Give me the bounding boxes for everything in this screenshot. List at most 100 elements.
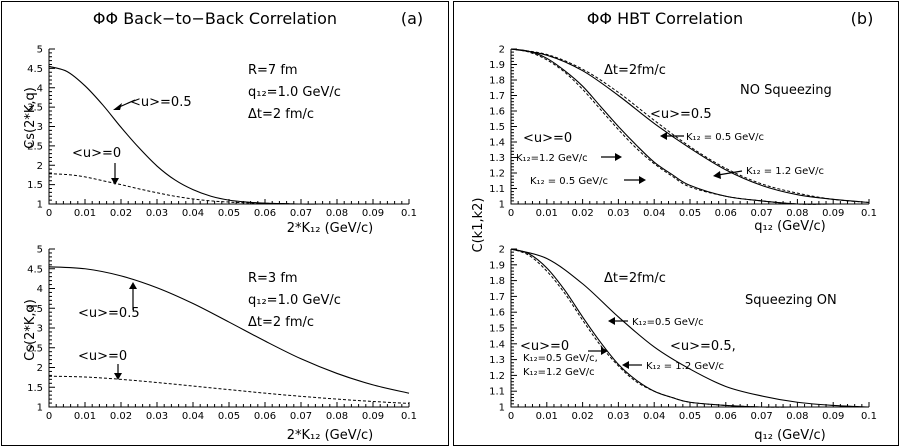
- y-tick-label: 1.8: [489, 276, 505, 287]
- y-tick-label: 2: [499, 45, 505, 56]
- series-line-dashed: [48, 375, 410, 404]
- x-tick-label: 0.03: [607, 411, 629, 422]
- y-tick-label: 1.2: [489, 371, 505, 382]
- x-tick-label: 0.01: [536, 411, 558, 422]
- left-panel-tag: (a): [401, 9, 423, 28]
- x-tick-label: 0.02: [571, 411, 593, 422]
- x-tick-label: 0.06: [715, 208, 737, 219]
- x-tick-label: 0: [46, 208, 52, 219]
- a-top-xlabel: 2*K₁₂ (GeV/c): [287, 221, 374, 236]
- x-tick-label: 0.1: [401, 208, 417, 219]
- y-tick-label: 1.7: [489, 91, 505, 102]
- x-tick-label: 0.04: [182, 411, 204, 422]
- x-tick-label: 0.05: [679, 411, 701, 422]
- b-top-xlabel: q₁₂ (GeV/c): [754, 219, 825, 234]
- axes: [48, 49, 409, 205]
- x-tick-label: 0.02: [110, 208, 132, 219]
- x-tick-label: 0.08: [786, 411, 808, 422]
- x-tick-label: 0.03: [146, 208, 168, 219]
- y-tick-label: 1.4: [489, 339, 505, 350]
- b-top-param-dt: Δt=2fm/c: [604, 63, 666, 78]
- y-tick-label: 1.9: [489, 260, 505, 271]
- x-tick-label: 0.08: [786, 208, 808, 219]
- x-tick-label: 0.05: [218, 208, 240, 219]
- b-bottom-param-dt: Δt=2fm/c: [604, 271, 666, 286]
- x-tick-label: 0.07: [290, 208, 312, 219]
- b-bottom-label-u0: <u>=0: [520, 339, 569, 354]
- a-top-ylabel: Cs(2*K,q): [23, 87, 38, 149]
- x-tick-label: 0.07: [750, 411, 772, 422]
- b-bottom-param-squeeze: Squeezing ON: [745, 293, 837, 308]
- y-tick-label: 1.1: [489, 387, 505, 398]
- a-bottom-param-q: q₁₂=1.0 GeV/c: [248, 293, 341, 308]
- y-tick-label: 1: [499, 403, 505, 414]
- x-tick-label: 0.07: [750, 208, 772, 219]
- y-tick-label: 4.5: [27, 64, 43, 75]
- b-top-label-u0: <u>=0: [523, 131, 572, 146]
- axes: [48, 249, 409, 408]
- a-bottom-ylabel: Cs(2*K,q): [23, 299, 38, 361]
- b-top-label-k05-outer: K₁₂ = 0.5 GeV/c: [686, 132, 764, 143]
- left-panel-title: ΦΦ Back−to−Back Correlation: [93, 9, 337, 28]
- b-bottom-arrows: [588, 317, 642, 369]
- a-top-param-r: R=7 fm: [248, 63, 298, 78]
- b-top-label-k12-outer: K₁₂ = 1.2 GeV/c: [746, 166, 824, 177]
- y-tick-label: 1.6: [489, 107, 505, 118]
- a-bottom-arrow-u05: [129, 282, 137, 310]
- y-tick-label: 1.4: [489, 138, 505, 149]
- x-tick-label: 0.02: [110, 411, 132, 422]
- series-line-dashed: [510, 248, 869, 408]
- x-tick-label: 0.01: [536, 208, 558, 219]
- series-line-solid: [510, 248, 869, 408]
- a-bottom-arrow-u0: [114, 364, 122, 380]
- b-top-label-u05: <u>=0.5: [650, 107, 712, 122]
- x-tick-label: 0.06: [254, 208, 276, 219]
- x-tick-label: 0.1: [861, 208, 877, 219]
- left-figure-frame: [1, 1, 449, 446]
- y-tick-label: 5: [37, 245, 43, 256]
- x-tick-label: 0.01: [74, 208, 96, 219]
- series-line-dashed: [510, 48, 869, 205]
- y-tick-label: 1: [37, 200, 43, 211]
- a-bottom-label-u05: <u>=0.5: [78, 306, 140, 321]
- series-line-solid: [48, 266, 410, 394]
- b-top-label-k05-inner: K₁₂ = 0.5 GeV/c: [530, 176, 608, 187]
- series-line-solid: [48, 65, 409, 205]
- y-tick-label: 1.7: [489, 292, 505, 303]
- series-line-solid: [510, 248, 870, 408]
- x-tick-label: 0.08: [326, 411, 348, 422]
- x-tick-label: 0.08: [326, 208, 348, 219]
- series-line-solid: [510, 48, 870, 203]
- x-tick-label: 0: [508, 411, 514, 422]
- b-bottom-label-k12-inner: K₁₂=1.2 GeV/c: [523, 367, 595, 378]
- y-tick-label: 2.5: [27, 141, 43, 152]
- a-top-param-dt: Δt=2 fm/c: [248, 107, 314, 122]
- b-top-param-squeeze: NO Squeezing: [740, 83, 832, 98]
- y-tick-label: 1.2: [489, 169, 505, 180]
- x-tick-label: 0.04: [643, 208, 665, 219]
- x-tick-label: 0: [46, 411, 52, 422]
- chart-b-bottom: 0 0.01 0.02 0.03 0.04 0.05 0.06 0.07 0.08 0.09 0.1…: [489, 245, 877, 423]
- x-tick-label: 0.04: [643, 411, 665, 422]
- a-top-label-u05: <u>=0.5: [130, 95, 192, 110]
- b-bottom-xlabel: q₁₂ (GeV/c): [754, 428, 825, 443]
- y-tick-label: 1.1: [489, 184, 505, 195]
- chart-a-bottom: 0 0.01 0.02 0.03 0.04 0.05 0.06 0.07 0.08 0.09 0.1…: [27, 245, 417, 423]
- x-tick-label: 0: [508, 208, 514, 219]
- x-tick-label: 0.1: [861, 411, 877, 422]
- y-tick-label: 1.5: [27, 180, 43, 191]
- series-line-dashed: [510, 48, 870, 203]
- b-top-label-k12-inner: K₁₂=1.2 GeV/c: [516, 153, 588, 164]
- y-tick-label: 1.8: [489, 76, 505, 87]
- a-top-arrow-u0: [111, 163, 119, 185]
- right-panel-title: ΦΦ HBT Correlation: [587, 9, 743, 28]
- x-tick-label: 0.09: [822, 208, 844, 219]
- y-tick-label: 1.3: [489, 153, 505, 164]
- y-tick-label: 1.6: [489, 308, 505, 319]
- x-tick-label: 0.01: [74, 411, 96, 422]
- y-tick-label: 2.5: [27, 343, 43, 354]
- x-tick-label: 0.09: [362, 411, 384, 422]
- x-tick-label: 0.07: [290, 411, 312, 422]
- x-tick-label: 0.06: [254, 411, 276, 422]
